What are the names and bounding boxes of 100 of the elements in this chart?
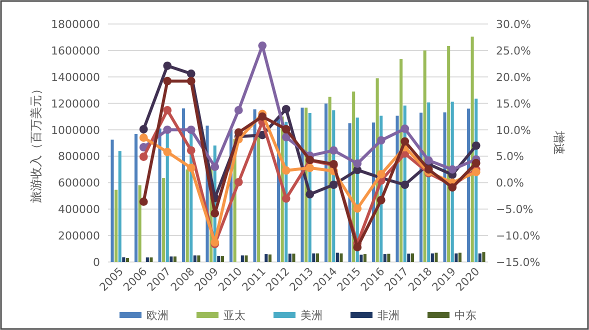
point: [139, 198, 148, 206]
y2-tick-label: 5.0%: [496, 150, 524, 164]
point: [282, 125, 290, 134]
bar: [114, 190, 118, 262]
point: [234, 178, 243, 186]
point: [472, 141, 480, 150]
point: [472, 168, 480, 176]
bar: [118, 151, 122, 262]
y-tick-label: 1000000: [51, 124, 100, 137]
bar: [336, 252, 339, 262]
point: [139, 134, 148, 142]
point: [186, 76, 196, 86]
bar: [268, 254, 272, 262]
y-tick-label: 1200000: [51, 97, 100, 110]
y-tick-label: 1600000: [51, 44, 100, 58]
bar: [447, 46, 450, 262]
bar: [292, 254, 296, 262]
bar: [264, 254, 268, 262]
point: [186, 70, 196, 78]
bar: [134, 134, 138, 262]
point: [376, 170, 386, 178]
point: [353, 204, 362, 213]
point: [282, 166, 290, 175]
point: [306, 164, 314, 172]
point: [376, 196, 386, 204]
y-tick-label: 600000: [58, 176, 100, 190]
bar: [158, 128, 162, 262]
bar: [288, 254, 292, 262]
point: [163, 126, 172, 134]
bar: [126, 258, 129, 262]
y2-tick-label: −5.0%: [496, 203, 534, 216]
point: [472, 158, 480, 168]
point: [163, 106, 172, 114]
bar: [363, 254, 366, 262]
bar: [340, 253, 343, 262]
y2-tick-label: 10.0%: [496, 124, 531, 137]
bar: [410, 253, 414, 262]
y2-tick-label: 30.0%: [496, 18, 531, 31]
point: [376, 136, 386, 145]
y2-tick-label: 20.0%: [496, 70, 531, 84]
bar: [173, 256, 176, 262]
point: [186, 146, 196, 155]
point: [258, 41, 267, 50]
y2-tick-label: −10.0%: [496, 230, 540, 243]
bar: [407, 254, 410, 262]
point: [163, 148, 172, 156]
bar: [316, 253, 319, 262]
legend-label: 非洲: [378, 309, 400, 322]
point: [448, 183, 457, 192]
point: [186, 164, 196, 172]
y2-tick-label: 15.0%: [496, 97, 531, 110]
legend-label: 欧洲: [146, 309, 168, 322]
point: [186, 126, 196, 134]
y2-axis-title: 增速: [552, 130, 566, 155]
y2-tick-label: 0.0%: [496, 176, 524, 190]
bar: [443, 112, 446, 262]
point: [329, 180, 338, 189]
point: [139, 152, 148, 161]
legend-label: 中东: [454, 309, 476, 322]
bar: [182, 108, 186, 262]
point: [210, 209, 220, 218]
point: [163, 76, 172, 86]
y-tick-label: 800000: [58, 150, 100, 164]
legend-label: 美洲: [300, 309, 322, 322]
bar: [220, 256, 224, 262]
bar: [244, 255, 248, 262]
bar: [430, 253, 434, 262]
bar: [122, 257, 126, 262]
point: [163, 62, 172, 70]
bar: [240, 255, 244, 262]
point: [234, 128, 243, 137]
bar: [217, 256, 220, 262]
legend-label: 亚太: [224, 309, 246, 322]
point: [234, 106, 243, 114]
bar: [360, 254, 363, 262]
point: [448, 165, 457, 174]
point: [353, 159, 362, 168]
bar: [110, 140, 114, 262]
bar: [138, 185, 142, 262]
point: [282, 104, 290, 114]
point: [139, 125, 148, 134]
point: [400, 137, 410, 146]
bar: [383, 254, 386, 262]
bar: [312, 253, 316, 262]
bar: [166, 132, 169, 262]
bar: [387, 254, 390, 262]
bar: [257, 130, 260, 262]
point: [210, 162, 220, 171]
bar: [170, 256, 173, 262]
point: [400, 124, 410, 133]
point: [424, 165, 433, 174]
y-tick-label: 1400000: [51, 70, 100, 84]
y2-tick-label: −15.0%: [496, 256, 540, 269]
bar: [478, 253, 482, 262]
bar: [197, 255, 200, 262]
point: [282, 132, 290, 142]
bar: [146, 257, 149, 262]
point: [306, 190, 314, 198]
bar: [458, 252, 462, 262]
point: [400, 180, 410, 189]
